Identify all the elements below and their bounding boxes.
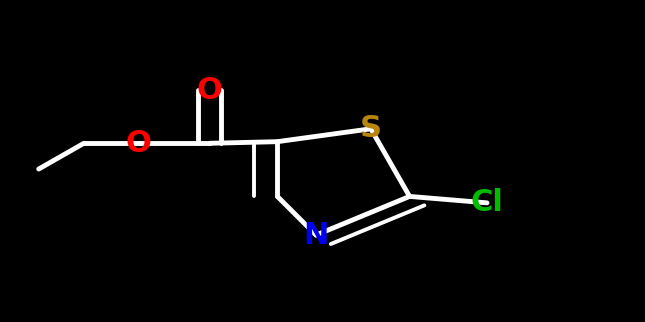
Text: N: N [303, 221, 329, 250]
Text: Cl: Cl [471, 188, 503, 217]
Text: S: S [360, 114, 382, 143]
Text: O: O [126, 129, 152, 158]
Text: O: O [197, 76, 223, 105]
